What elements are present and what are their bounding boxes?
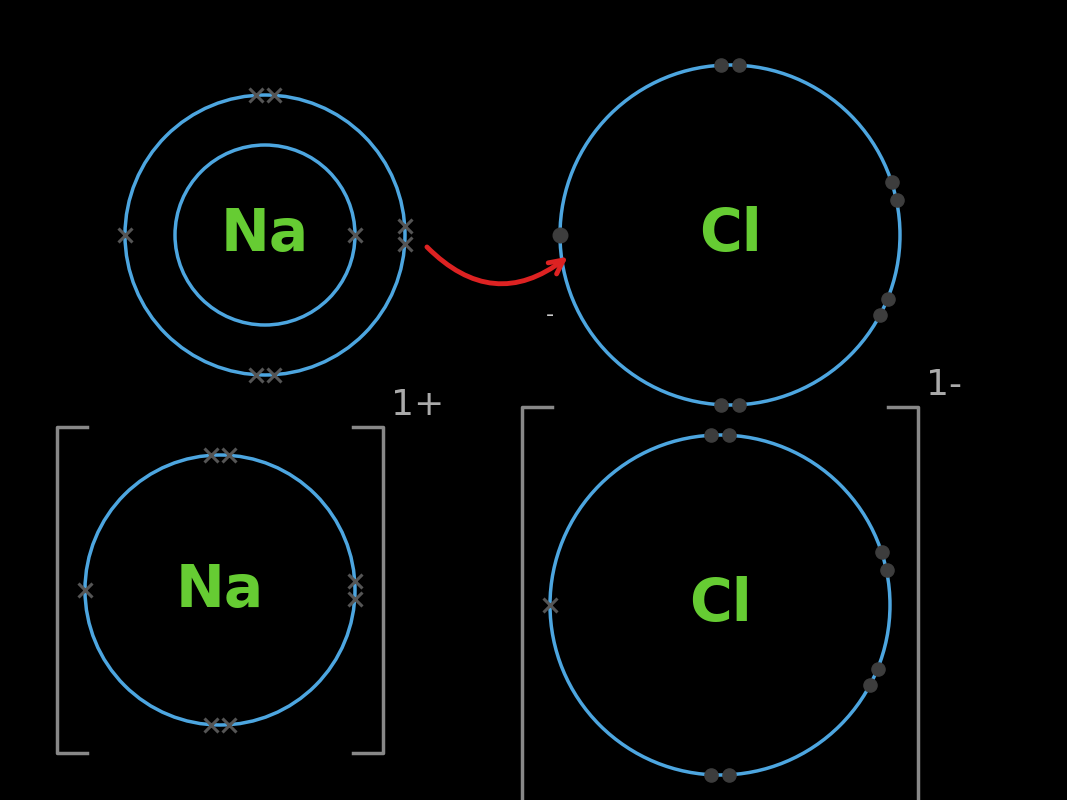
Text: Na: Na [176, 562, 265, 618]
Point [713, 58, 730, 71]
Text: 1-: 1- [926, 368, 962, 402]
Point [879, 292, 896, 305]
Point [862, 678, 879, 691]
Point [878, 563, 895, 576]
Text: Na: Na [221, 206, 309, 263]
Point [888, 194, 905, 206]
Point [731, 58, 748, 71]
Text: 1+: 1+ [391, 388, 444, 422]
Point [731, 398, 748, 411]
Point [720, 429, 737, 442]
Text: -: - [546, 305, 554, 325]
Text: Cl: Cl [688, 577, 751, 634]
Text: Cl: Cl [699, 206, 762, 263]
Point [713, 398, 730, 411]
Point [872, 309, 889, 322]
Point [552, 229, 569, 242]
Point [702, 429, 719, 442]
Point [874, 546, 891, 558]
Point [883, 176, 901, 189]
Point [870, 662, 887, 675]
Point [702, 769, 719, 782]
Point [720, 769, 737, 782]
